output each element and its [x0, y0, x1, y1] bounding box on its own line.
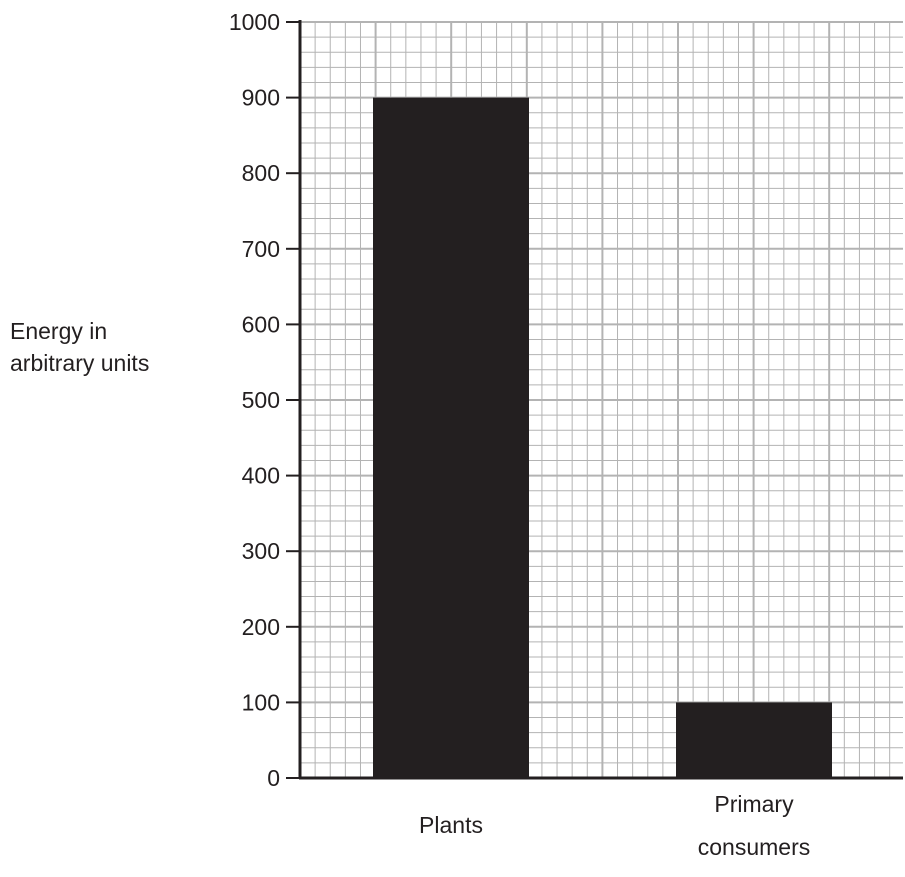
- bar-1: [373, 97, 529, 779]
- y-ticks: 0 100 200 300 400 500 600 700 800 900 1000: [229, 9, 300, 791]
- y-tick-label: 400: [242, 463, 280, 489]
- y-tick-label: 0: [267, 765, 280, 791]
- bars: [373, 97, 832, 779]
- x-category-label: Primary consumers: [698, 791, 810, 860]
- x-category-labels: Plants Primary consumers: [419, 791, 810, 860]
- y-tick-label: 500: [242, 387, 280, 413]
- y-tick-label: 1000: [229, 9, 280, 35]
- y-axis-label: Energy in arbitrary units: [10, 318, 149, 376]
- bar-2: [676, 702, 832, 778]
- y-tick-label: 300: [242, 538, 280, 564]
- y-tick-label: 200: [242, 614, 280, 640]
- y-tick-label: 800: [242, 160, 280, 186]
- x-category-label: Plants: [419, 812, 483, 838]
- y-tick-label: 600: [242, 311, 280, 337]
- y-tick-label: 700: [242, 236, 280, 262]
- y-tick-label: 900: [242, 85, 280, 111]
- y-tick-label: 100: [242, 689, 280, 715]
